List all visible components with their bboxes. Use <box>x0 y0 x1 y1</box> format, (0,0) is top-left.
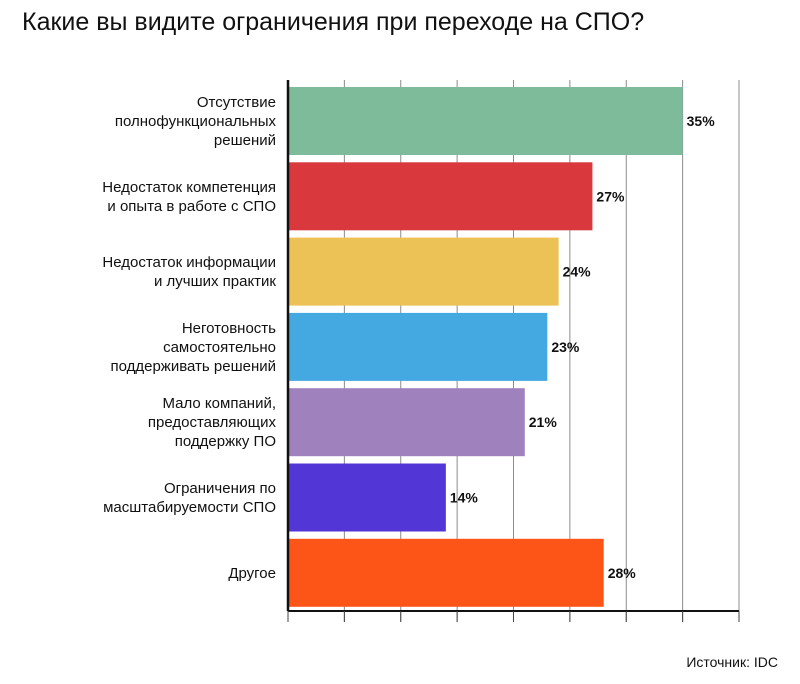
value-label: 14% <box>450 490 479 506</box>
axes <box>286 80 740 622</box>
category-label: Неготовность <box>182 320 276 337</box>
source-note: Источник: IDC <box>686 654 778 670</box>
category-label: и лучших практик <box>154 273 276 290</box>
category-label: Недостаток компетенция <box>102 179 276 196</box>
bar <box>288 312 548 381</box>
value-label: 35% <box>687 113 716 129</box>
bar <box>288 162 593 231</box>
category-label: полнофункциональных <box>115 113 277 130</box>
category-label: и опыта в работе с СПО <box>107 198 276 215</box>
value-labels: 35% 27% 24% 23% 21% 14% 28% <box>450 113 715 581</box>
bar <box>288 388 525 457</box>
category-label: поддерживать решений <box>110 358 276 375</box>
category-label: Мало компаний, <box>163 395 277 412</box>
chart-title: Какие вы видите ограничения при переходе… <box>22 8 645 36</box>
category-labels: Отсутствие полнофункциональных решений Недо… <box>102 94 276 582</box>
value-label: 23% <box>551 339 580 355</box>
category-label: решений <box>214 132 276 149</box>
category-label: Недостаток информации <box>102 254 276 271</box>
bars <box>288 87 683 607</box>
category-label: Ограничения по <box>164 480 276 497</box>
value-label: 27% <box>596 188 625 204</box>
category-label: поддержку ПО <box>175 433 276 450</box>
value-label: 24% <box>563 264 592 280</box>
category-label: самостоятельно <box>163 339 276 356</box>
value-label: 28% <box>608 565 637 581</box>
category-label: масштабируемости СПО <box>103 499 276 516</box>
category-label: Отсутствие <box>197 94 276 111</box>
category-label: предоставляющих <box>148 414 277 431</box>
bar <box>288 237 559 306</box>
value-label: 21% <box>529 414 558 430</box>
bar <box>288 538 604 607</box>
bar <box>288 87 683 155</box>
bar <box>288 463 446 532</box>
category-label: Другое <box>228 565 276 582</box>
